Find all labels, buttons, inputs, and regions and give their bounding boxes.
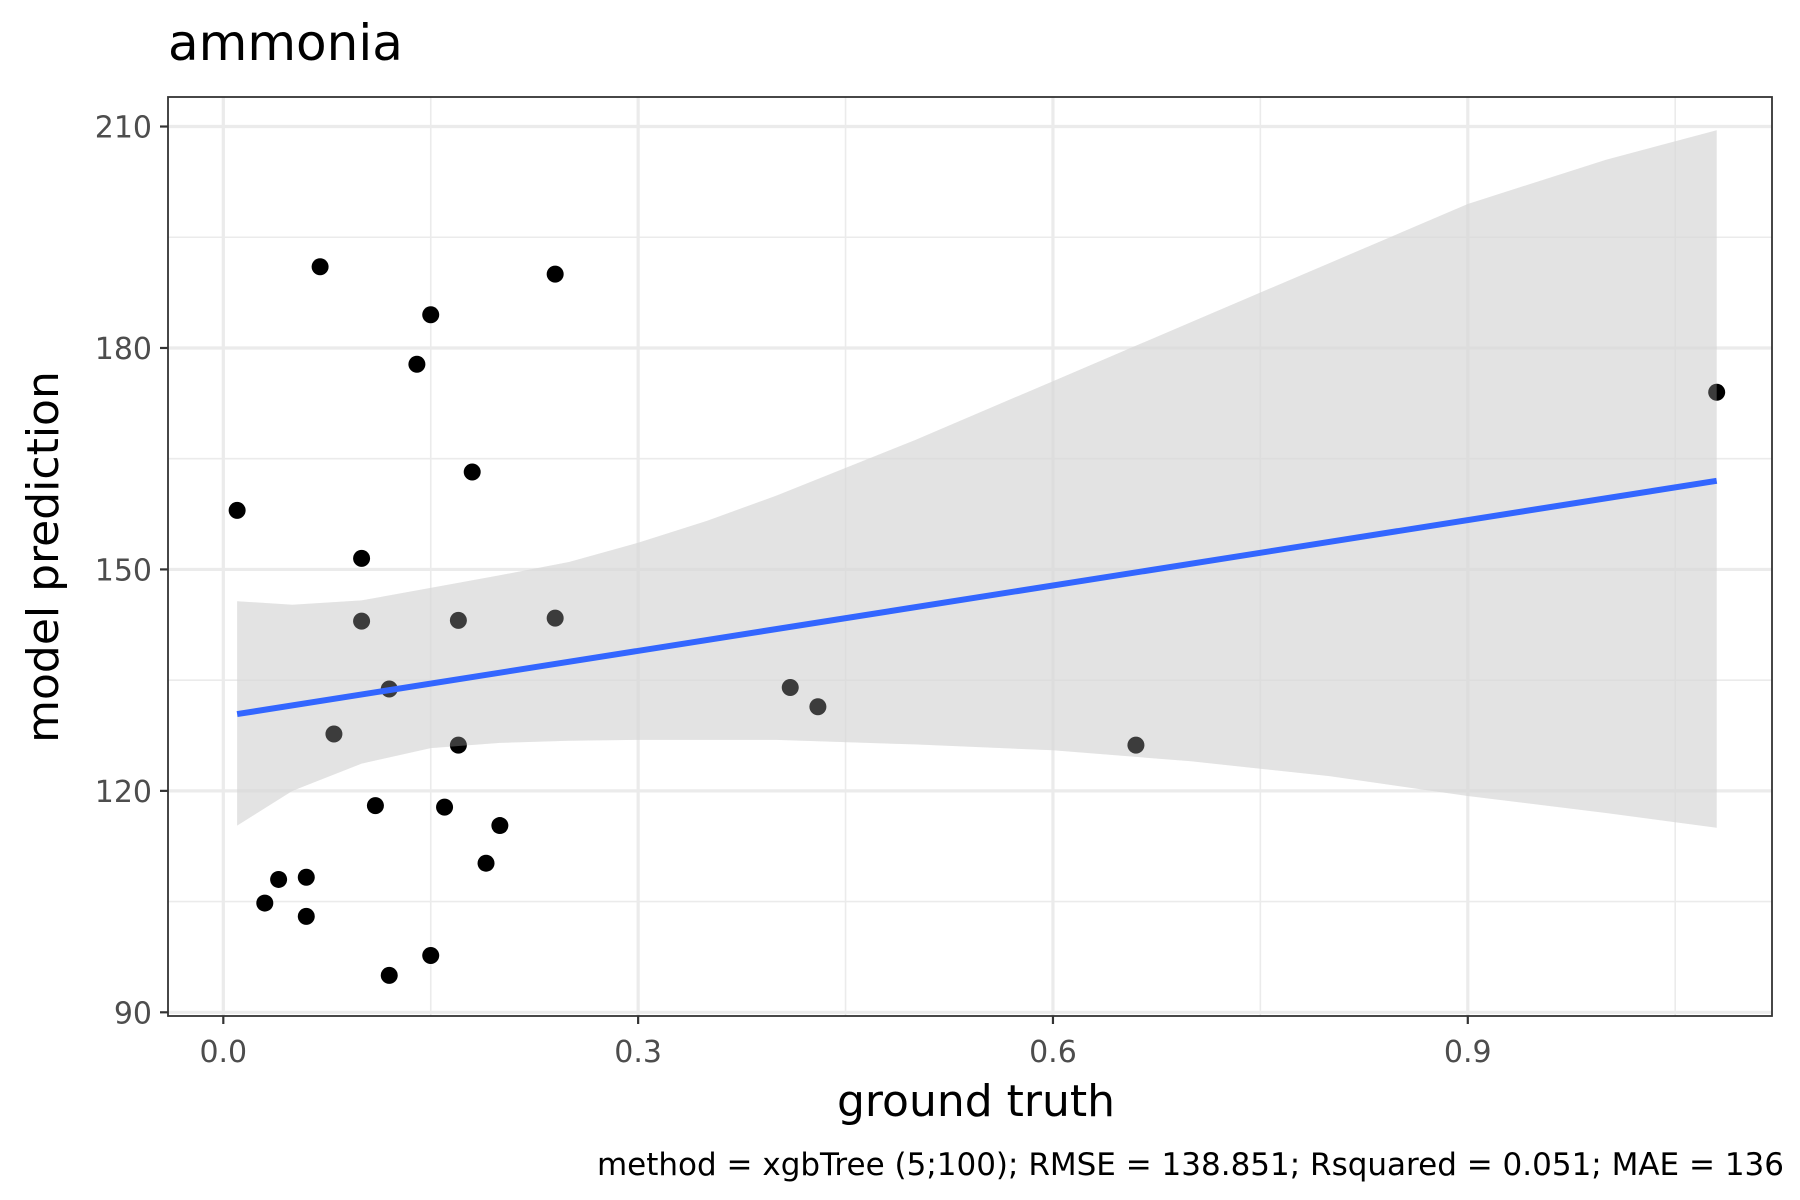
x-tick-label: 0.0	[199, 1035, 247, 1070]
y-tick-label: 90	[114, 996, 152, 1031]
data-point	[422, 306, 440, 324]
data-point	[436, 798, 454, 816]
data-point	[1127, 736, 1145, 754]
data-point	[270, 870, 288, 888]
data-point	[228, 501, 246, 519]
y-tick-label: 180	[95, 332, 152, 367]
x-axis-ticks: 0.0 0.3 0.6 0.9	[199, 1016, 1492, 1070]
y-axis-ticks: 90 120 150 180 210	[95, 111, 168, 1031]
data-point	[297, 907, 315, 925]
x-tick-label: 0.9	[1444, 1035, 1492, 1070]
chart-caption: method = xgbTree (5;100); RMSE = 138.851…	[597, 1147, 1784, 1183]
x-axis-title: ground truth	[837, 1076, 1115, 1127]
y-axis-title: model prediction	[18, 371, 69, 743]
data-point	[449, 611, 467, 629]
panel-border	[167, 96, 1773, 1017]
data-point	[353, 612, 371, 630]
data-point	[256, 894, 274, 912]
data-point	[297, 868, 315, 886]
data-point	[546, 265, 564, 283]
confidence-band-overlay	[237, 130, 1717, 828]
data-point	[353, 549, 371, 567]
data-point	[463, 463, 481, 481]
data-point	[477, 854, 495, 872]
chart-title: ammonia	[168, 14, 403, 72]
data-point	[408, 355, 426, 373]
y-tick-label: 120	[95, 775, 152, 810]
data-point	[781, 679, 799, 697]
data-point	[311, 258, 329, 276]
fit-line	[236, 477, 1718, 718]
data-point	[366, 797, 384, 815]
x-tick-label: 0.3	[614, 1035, 662, 1070]
data-point	[449, 736, 467, 754]
data-point	[546, 609, 564, 627]
data-point	[809, 698, 827, 716]
data-point	[325, 725, 343, 743]
y-tick-label: 150	[95, 553, 152, 588]
data-point	[491, 817, 509, 835]
data-point	[380, 966, 398, 984]
data-point	[1708, 383, 1726, 401]
data-point	[422, 946, 440, 964]
x-tick-label: 0.6	[1029, 1035, 1077, 1070]
y-tick-label: 210	[95, 111, 152, 146]
